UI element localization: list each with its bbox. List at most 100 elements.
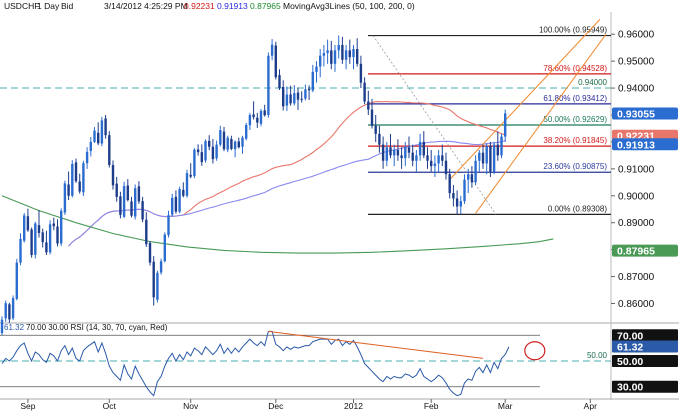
candle-body [259,110,263,124]
rsi-last-box [612,340,678,353]
side-label: Bid [61,1,74,11]
candle-body [226,137,229,150]
candle-body [489,145,492,172]
candle-body [60,210,63,244]
candle-body [396,149,400,156]
candle-body [241,137,244,147]
rsi-tick-box [612,355,678,367]
candle-body [152,261,155,298]
rsi-tick-label: 30.00 [617,382,643,394]
candle-body [119,196,122,215]
price-flag-label: 0.91913 [617,139,655,151]
fib-level-label: 61.80% (0.93412) [543,94,607,103]
candle-body [163,234,166,262]
candle-body [304,89,307,99]
candle-body [82,163,85,193]
time-tick-label: Nov [183,401,199,411]
fib-level-label: 78.60% (0.94528) [543,64,607,73]
ohlc-value-2: 0.91913 [217,1,248,11]
candle-body [296,92,300,100]
candle-body [344,50,348,60]
timeframe-label: 1 Day [37,1,60,11]
candle-body [467,174,470,180]
candle-body [159,261,163,273]
candle-body [100,120,104,144]
candle-body [74,162,78,182]
candle-body [381,144,385,161]
candle-body [245,124,248,139]
candle-body [122,186,126,217]
channel-line-lower [475,33,607,214]
price-tick-label: 0.89000 [618,218,655,229]
candle-body [485,145,488,164]
time-tick-label: Mar [498,401,513,411]
candle-body [293,93,296,104]
ohlc-value-3: 0.87965 [250,1,281,11]
candle-body [256,117,259,123]
candle-body [496,144,499,156]
rsi-params-label: 70.00 30.00 RSI (14, 30, 70, cyan, Red) [26,323,168,332]
time-tick-label: Feb [424,401,439,411]
time-tick-label: Apr [584,401,597,411]
candle-body [363,82,366,102]
candle-body [145,219,148,245]
price-tick-label: 0.86000 [618,299,655,310]
candle-body [359,63,363,83]
candle-body [215,144,218,159]
candle-body [393,149,396,156]
rsi-highlight-circle [524,341,546,361]
rsi-panel[interactable]: 61.32 70.00 30.00 RSI (14, 30, 70, cyan,… [0,323,678,397]
price-flag: 0.91913 [612,138,678,151]
candle-body [111,165,115,186]
candle-body [0,319,4,334]
candle-body [23,215,26,241]
price-tick-label: 0.91000 [618,164,655,175]
support-level-label: 0.94000 [578,78,607,87]
price-flag-label: 0.87965 [617,246,655,258]
candle-body [430,160,433,167]
symbol-label: USDCHF [4,1,39,11]
candle-body [282,86,285,107]
candle-body [97,132,100,144]
rsi-tick-label: 50.00 [617,356,643,368]
candle-body [478,152,481,161]
candle-body [182,189,185,196]
candle-body [156,272,159,300]
rsi-value-label: 61.32 [4,323,25,332]
candle-body [278,75,281,89]
candle-body [211,146,215,160]
price-tick-label: 0.87000 [618,272,655,283]
rsi-line [1,330,510,397]
rsi-tick-box [612,329,678,342]
candle-body [48,224,52,253]
time-tick-label: 2012 [344,401,363,411]
candle-body [204,141,207,161]
time-tick-label: Dec [268,401,284,411]
candle-body [367,101,370,110]
candle-body [219,130,222,145]
candle-body [444,160,448,175]
candle-body [389,147,392,156]
candle-body [448,174,451,194]
time-tick-label: Sep [20,401,35,411]
candle-body [200,152,203,163]
candle-body [441,155,444,161]
candle-body [400,155,403,159]
price-panel[interactable]: 0.960000.950000.940000.930000.920000.910… [0,12,679,400]
candle-body [378,133,381,145]
candle-body [385,147,388,161]
price-tick-label: 0.95000 [618,57,655,68]
price-flag-box [612,107,678,120]
rsi-tick-box [612,380,678,393]
candle-body [319,55,322,67]
ma-200-line [1,195,554,254]
fib-level-label: 0.00% (0.89308) [548,204,607,213]
candle-body [352,49,355,58]
candle-body [137,186,141,202]
candle-body [41,232,44,243]
candle-body [85,151,89,164]
candle-body [474,160,477,183]
candle-body [171,197,174,215]
